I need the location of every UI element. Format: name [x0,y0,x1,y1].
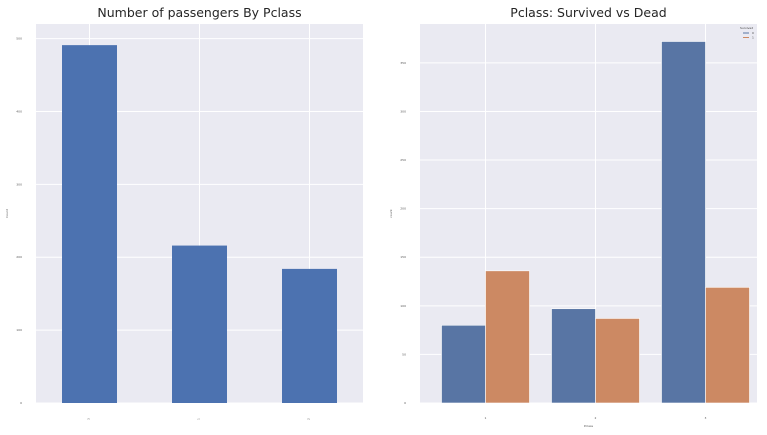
x-tick-label: 1 [197,418,201,420]
legend: Survived 01 [740,26,754,40]
y-tick-label: 500 [16,37,22,41]
x-tick-label: 3 [705,416,707,420]
y-axis-label: count [389,208,393,217]
y-tick-label: 350 [400,61,406,65]
y-tick-label: 0 [20,401,22,405]
legend-entry-label: 0 [752,31,754,35]
chart-title: Number of passengers By Pclass [97,5,301,20]
y-tick-label: 300 [16,182,22,186]
y-tick-label: 150 [400,255,406,259]
y-tick-label: 250 [400,158,406,162]
bar-series-0 [551,308,596,404]
x-tick-label: 2 [307,418,311,420]
bar-series-1 [485,270,530,404]
y-tick-label: 100 [16,328,22,332]
bar-series-1 [705,287,750,404]
tick-labels: 0 100 200 300 400 500 3 1 2 [16,37,310,420]
bars [62,45,337,404]
x-tick-label: 3 [87,418,91,420]
x-axis-label: Pclass [584,424,594,428]
y-tick-label: 200 [16,255,22,259]
y-tick-label: 0 [404,401,406,405]
y-tick-label: 300 [400,109,406,113]
tick-labels: 0 50 100 150 200 250 300 350 1 2 3 [400,61,706,420]
chart-passengers-by-pclass: 0 100 200 300 400 500 3 1 2 Number of passengers… [5,5,363,420]
chart-survived-vs-dead: 0 50 100 150 200 250 300 350 1 2 3 Pclass: Survive… [389,5,757,428]
y-tick-label: 400 [16,109,22,113]
x-tick-label: 1 [485,416,487,420]
bar [172,245,227,403]
bar-series-0 [661,41,706,404]
bar-series-0 [441,324,486,404]
legend-entry-label: 1 [752,36,754,40]
bar-series-1 [595,318,640,404]
y-axis-label: Count [5,208,9,218]
chart-title: Pclass: Survived vs Dead [510,5,666,20]
legend-title: Survived [740,26,753,30]
bar [282,268,337,403]
x-tick-label: 2 [595,416,597,420]
y-tick-label: 50 [402,352,406,356]
bar [62,45,117,404]
y-tick-label: 200 [400,207,406,211]
bars [441,41,750,404]
y-tick-label: 100 [400,304,406,308]
